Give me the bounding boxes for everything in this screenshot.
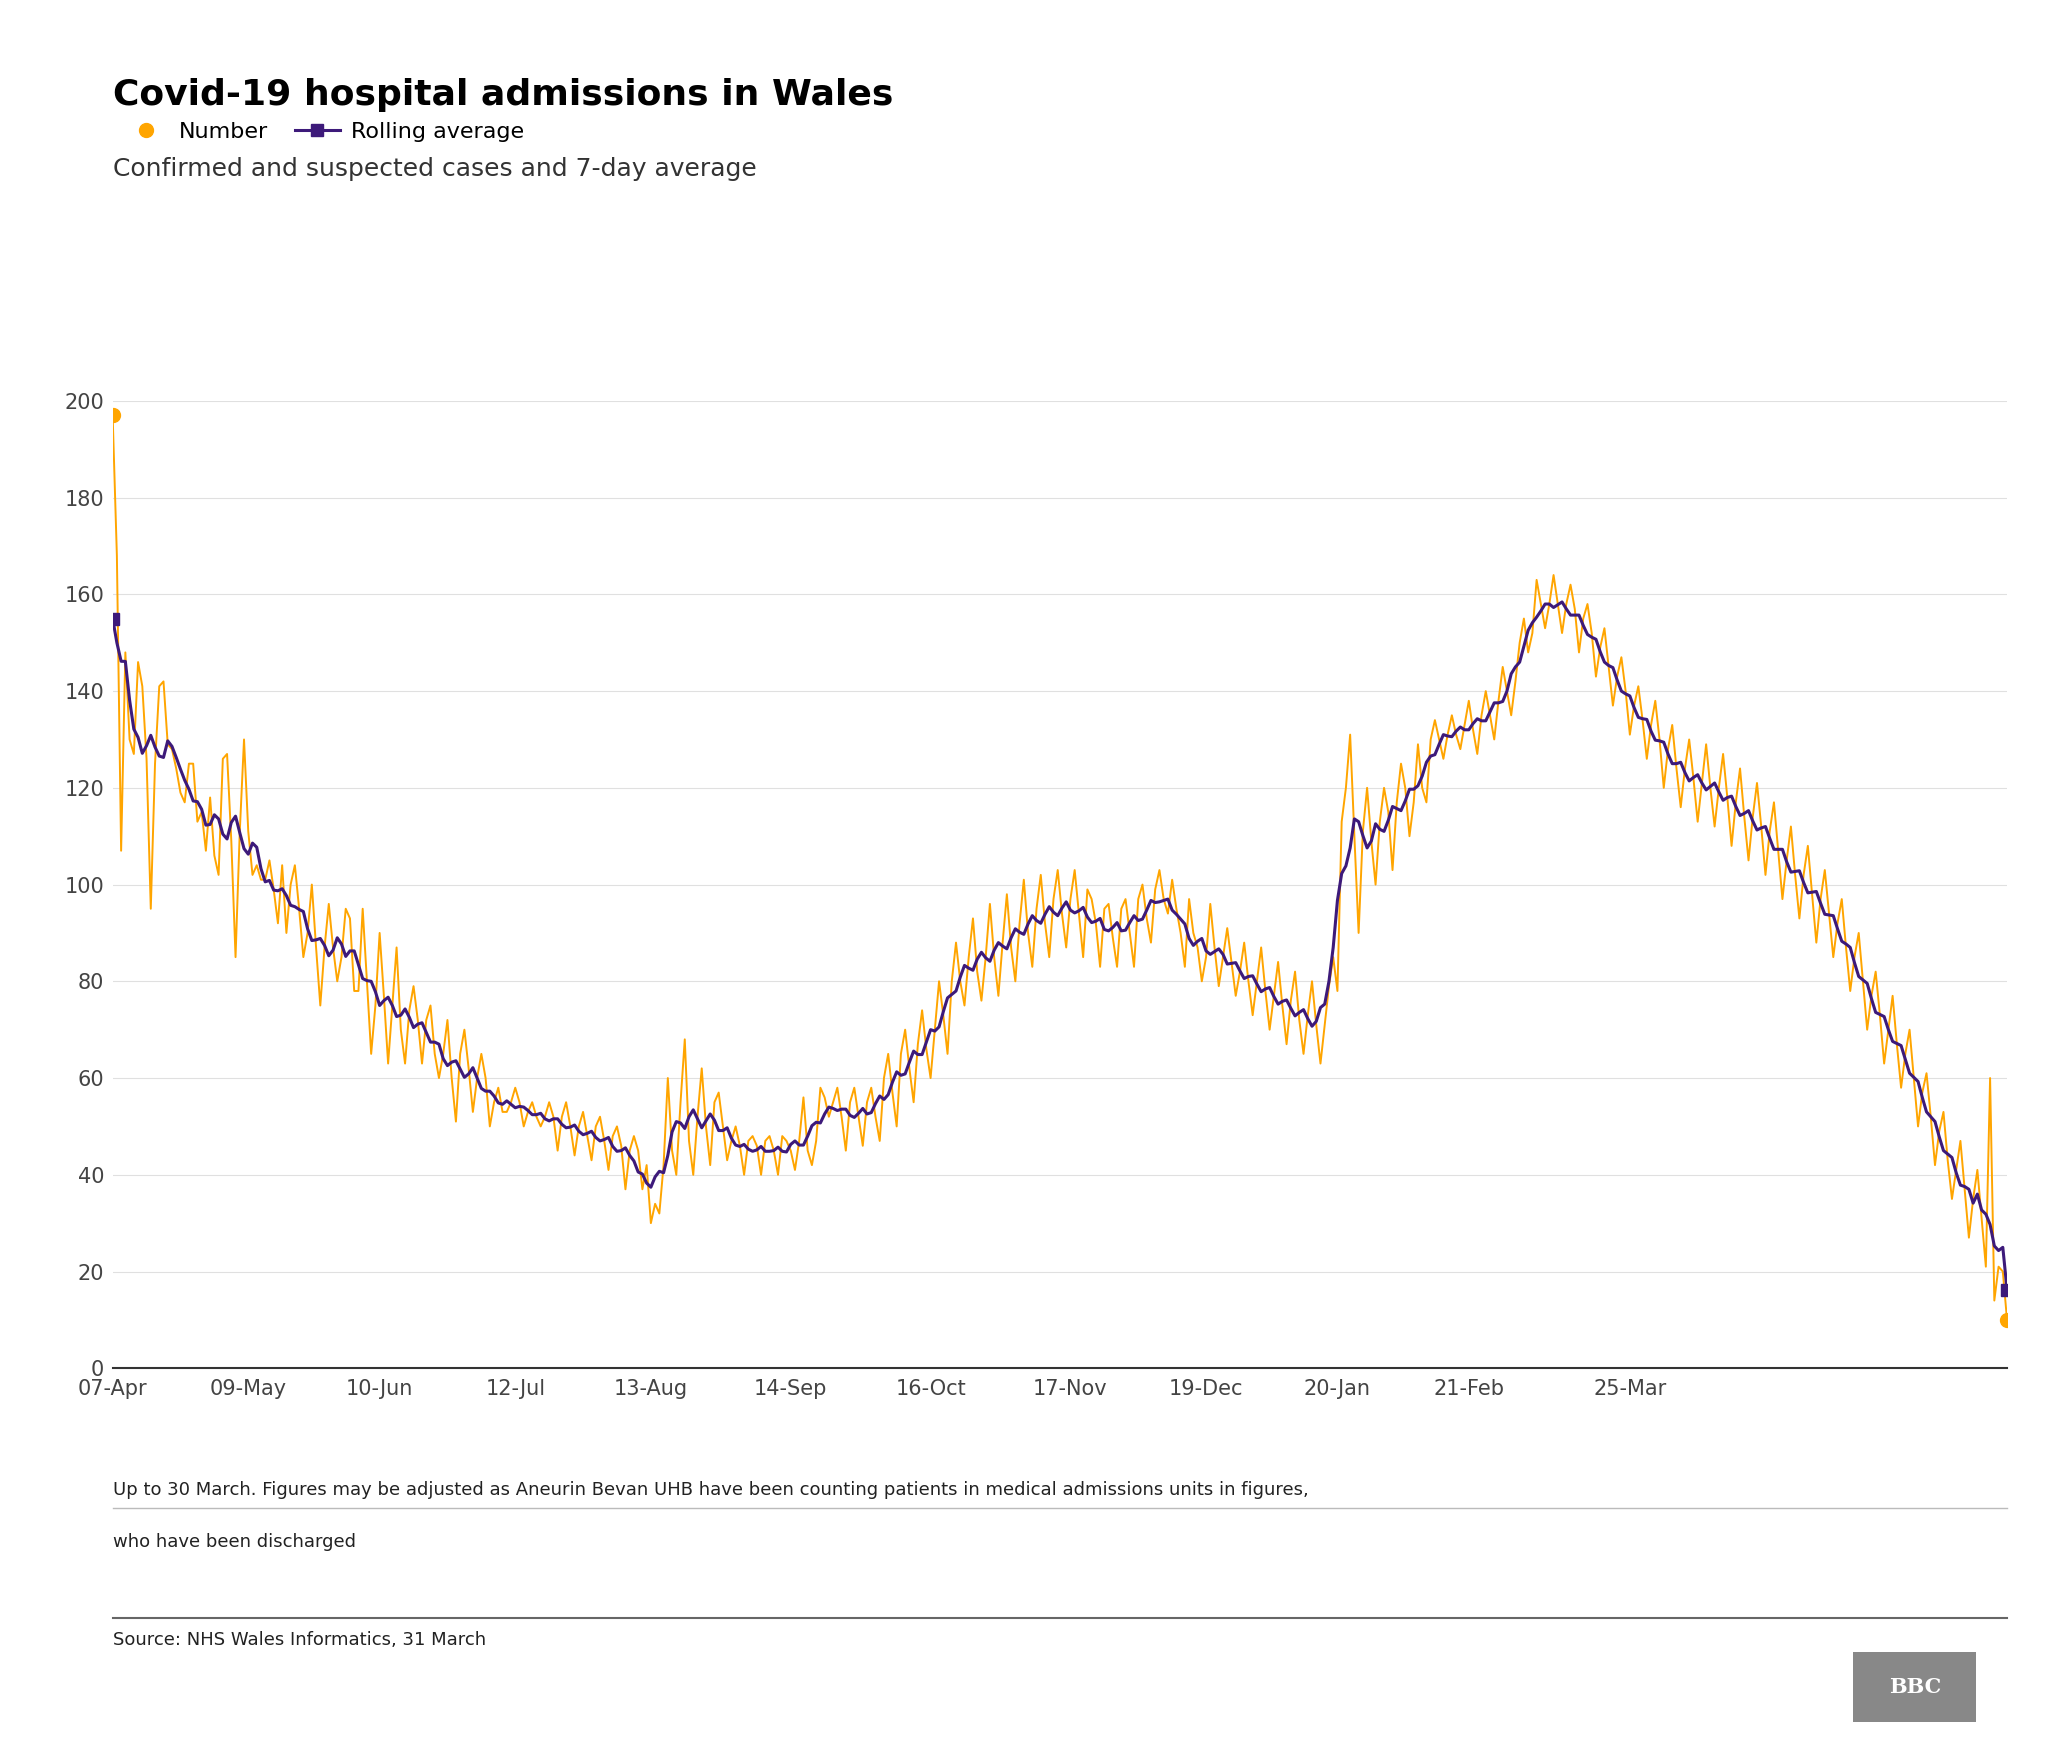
Text: who have been discharged: who have been discharged xyxy=(113,1534,356,1551)
Text: Source: NHS Wales Informatics, 31 March: Source: NHS Wales Informatics, 31 March xyxy=(113,1631,485,1649)
Text: Up to 30 March. Figures may be adjusted as Aneurin Bevan UHB have been counting : Up to 30 March. Figures may be adjusted … xyxy=(113,1482,1309,1499)
Text: BBC: BBC xyxy=(1888,1677,1942,1698)
Text: Confirmed and suspected cases and 7-day average: Confirmed and suspected cases and 7-day … xyxy=(113,157,756,181)
Text: Covid-19 hospital admissions in Wales: Covid-19 hospital admissions in Wales xyxy=(113,78,893,113)
Legend: Number, Rolling average: Number, Rolling average xyxy=(123,122,524,141)
